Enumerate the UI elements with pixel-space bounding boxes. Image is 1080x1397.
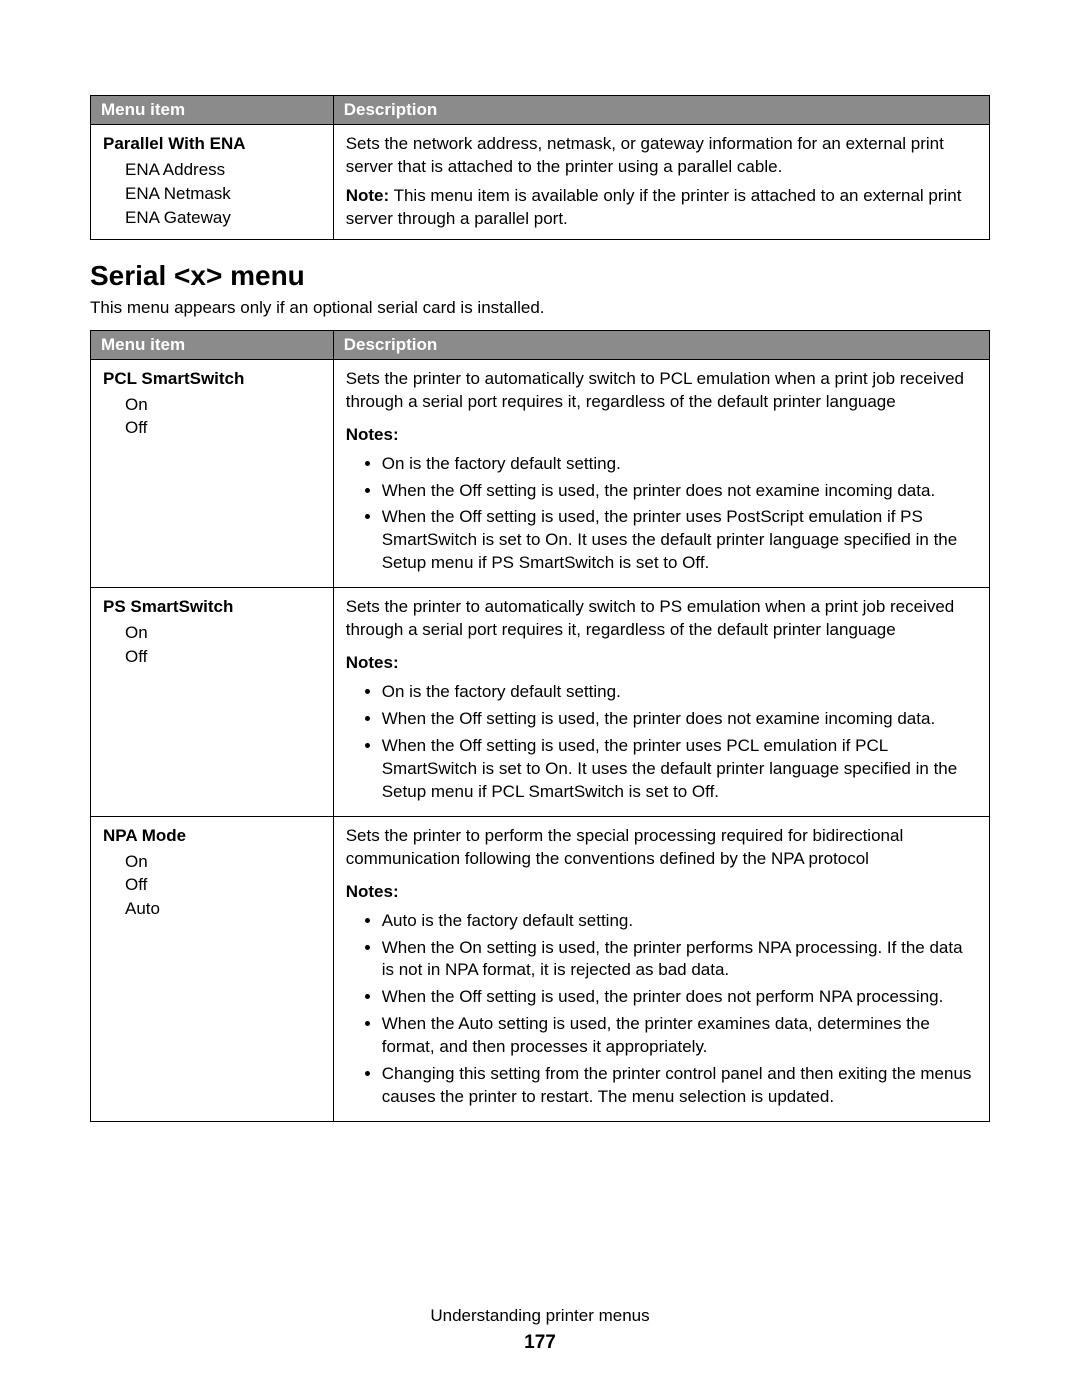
description-text: Sets the printer to perform the special … bbox=[346, 825, 977, 871]
note-item: When the Off setting is used, the printe… bbox=[382, 708, 977, 731]
menu-item-sub: Auto bbox=[103, 897, 321, 921]
description-text: Sets the network address, netmask, or ga… bbox=[346, 133, 977, 179]
note-text: This menu item is available only if the … bbox=[346, 186, 962, 228]
description-text: Sets the printer to automatically switch… bbox=[346, 368, 977, 414]
note-item: On is the factory default setting. bbox=[382, 681, 977, 704]
notes-label: Notes: bbox=[346, 881, 977, 904]
menu-item-cell: PS SmartSwitch On Off bbox=[91, 588, 334, 817]
section-intro: This menu appears only if an optional se… bbox=[90, 298, 990, 318]
table-row: PCL SmartSwitch On Off Sets the printer … bbox=[91, 359, 990, 588]
table-serial-menu: Menu item Description PCL SmartSwitch On… bbox=[90, 330, 990, 1122]
menu-item-sub: ENA Address bbox=[103, 158, 321, 182]
description-text: Sets the printer to automatically switch… bbox=[346, 596, 977, 642]
description-cell: Sets the printer to automatically switch… bbox=[333, 588, 989, 817]
note-item: On is the factory default setting. bbox=[382, 453, 977, 476]
note-item: When the Off setting is used, the printe… bbox=[382, 735, 977, 804]
note-item: When the Off setting is used, the printe… bbox=[382, 506, 977, 575]
table-parallel-ena: Menu item Description Parallel With ENA … bbox=[90, 95, 990, 240]
menu-item-sub: ENA Gateway bbox=[103, 206, 321, 230]
menu-item-sub: Off bbox=[103, 416, 321, 440]
table1-header-menu: Menu item bbox=[91, 96, 334, 125]
menu-item-title: Parallel With ENA bbox=[103, 133, 321, 156]
table2-header-menu: Menu item bbox=[91, 330, 334, 359]
note-item: When the On setting is used, the printer… bbox=[382, 937, 977, 983]
notes-list: Auto is the factory default setting. Whe… bbox=[346, 910, 977, 1110]
notes-label: Notes: bbox=[346, 652, 977, 675]
page: Menu item Description Parallel With ENA … bbox=[0, 0, 1080, 1397]
menu-item-title: PCL SmartSwitch bbox=[103, 368, 321, 391]
menu-item-sub: Off bbox=[103, 873, 321, 897]
menu-item-sub: ENA Netmask bbox=[103, 182, 321, 206]
table1-header-desc: Description bbox=[333, 96, 989, 125]
footer-section: Understanding printer menus bbox=[0, 1303, 1080, 1329]
note-item: When the Auto setting is used, the print… bbox=[382, 1013, 977, 1059]
menu-item-title: NPA Mode bbox=[103, 825, 321, 848]
page-footer: Understanding printer menus 177 bbox=[0, 1303, 1080, 1357]
table2-header-desc: Description bbox=[333, 330, 989, 359]
table-row: Parallel With ENA ENA Address ENA Netmas… bbox=[91, 125, 990, 240]
description-cell: Sets the printer to automatically switch… bbox=[333, 359, 989, 588]
table-row: PS SmartSwitch On Off Sets the printer t… bbox=[91, 588, 990, 817]
page-number: 177 bbox=[0, 1329, 1080, 1358]
description-cell: Sets the network address, netmask, or ga… bbox=[333, 125, 989, 240]
menu-item-sub: Off bbox=[103, 645, 321, 669]
menu-item-sub: On bbox=[103, 850, 321, 874]
note-item: Auto is the factory default setting. bbox=[382, 910, 977, 933]
menu-item-cell: PCL SmartSwitch On Off bbox=[91, 359, 334, 588]
notes-label: Notes: bbox=[346, 424, 977, 447]
table-row: NPA Mode On Off Auto Sets the printer to… bbox=[91, 816, 990, 1121]
note-inline: Note: This menu item is available only i… bbox=[346, 185, 977, 231]
menu-item-title: PS SmartSwitch bbox=[103, 596, 321, 619]
note-label: Note: bbox=[346, 186, 389, 205]
menu-item-cell: Parallel With ENA ENA Address ENA Netmas… bbox=[91, 125, 334, 240]
note-item: Changing this setting from the printer c… bbox=[382, 1063, 977, 1109]
menu-item-cell: NPA Mode On Off Auto bbox=[91, 816, 334, 1121]
note-item: When the Off setting is used, the printe… bbox=[382, 480, 977, 503]
menu-item-sub: On bbox=[103, 393, 321, 417]
menu-item-sub: On bbox=[103, 621, 321, 645]
section-title: Serial <x> menu bbox=[90, 260, 990, 292]
notes-list: On is the factory default setting. When … bbox=[346, 453, 977, 576]
note-item: When the Off setting is used, the printe… bbox=[382, 986, 977, 1009]
description-cell: Sets the printer to perform the special … bbox=[333, 816, 989, 1121]
notes-list: On is the factory default setting. When … bbox=[346, 681, 977, 804]
